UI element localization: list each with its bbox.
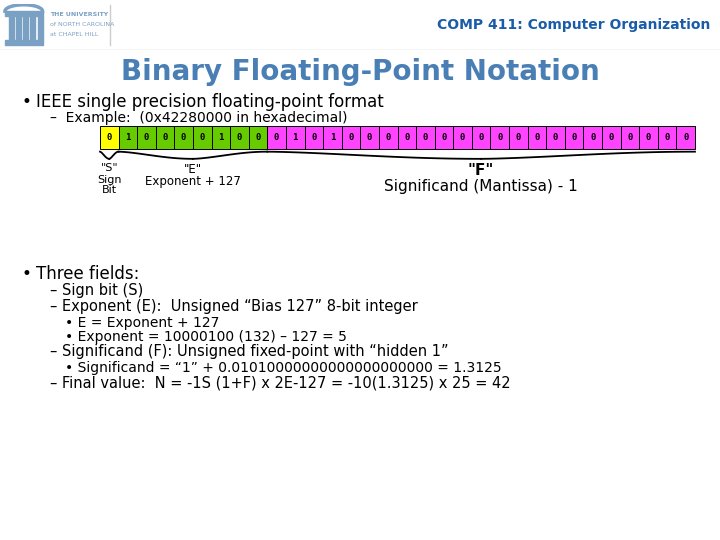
Text: – Significand (F): Unsigned fixed-point with “hidden 1”: – Significand (F): Unsigned fixed-point … (50, 345, 449, 359)
Text: •: • (22, 93, 32, 111)
Bar (360, 126, 379, 148)
Text: 0: 0 (683, 133, 688, 142)
Bar (490, 126, 509, 148)
Bar (5, 40, 42, 45)
Text: 1: 1 (125, 133, 130, 142)
Bar (156, 126, 174, 148)
Bar (565, 126, 583, 148)
Text: 0: 0 (348, 133, 354, 142)
Bar (286, 126, 305, 148)
Text: 0: 0 (311, 133, 317, 142)
Bar (119, 126, 138, 148)
Bar (17, 16, 22, 40)
Bar (30, 16, 35, 40)
Bar (305, 126, 323, 148)
Text: 0: 0 (181, 133, 186, 142)
Text: 0: 0 (163, 133, 168, 142)
Text: 1: 1 (330, 133, 335, 142)
Text: THE UNIVERSITY: THE UNIVERSITY (50, 12, 108, 17)
Text: – Sign bit (S): – Sign bit (S) (50, 283, 143, 298)
Bar (435, 126, 454, 148)
Text: 0: 0 (534, 133, 540, 142)
Text: – Exponent (E):  Unsigned “Bias 127” 8-bit integer: – Exponent (E): Unsigned “Bias 127” 8-bi… (50, 299, 418, 314)
Text: 0: 0 (441, 133, 446, 142)
Text: COMP 411: Computer Organization: COMP 411: Computer Organization (436, 18, 710, 32)
Text: 0: 0 (572, 133, 577, 142)
Bar (138, 126, 156, 148)
Text: 1: 1 (292, 133, 298, 142)
Bar (639, 126, 658, 148)
Text: 0: 0 (237, 133, 242, 142)
Text: Bit: Bit (102, 186, 117, 195)
Bar (212, 126, 230, 148)
Bar (546, 126, 565, 148)
Bar (658, 126, 676, 148)
Text: 0: 0 (404, 133, 410, 142)
Text: 0: 0 (497, 133, 503, 142)
Text: 0: 0 (423, 133, 428, 142)
Text: 0: 0 (553, 133, 558, 142)
Text: 0: 0 (256, 133, 261, 142)
Bar (676, 126, 695, 148)
Text: 0: 0 (627, 133, 633, 142)
Text: at CHAPEL HILL: at CHAPEL HILL (50, 32, 99, 37)
Text: 0: 0 (608, 133, 614, 142)
Text: 0: 0 (590, 133, 595, 142)
Text: IEEE single precision floating-point format: IEEE single precision floating-point for… (36, 93, 384, 111)
Bar (509, 126, 528, 148)
Bar (454, 126, 472, 148)
Text: 0: 0 (144, 133, 149, 142)
Bar (528, 126, 546, 148)
Text: – Final value:  N = -1S (1+F) x 2E-127 = -10(1.3125) x 25 = 42: – Final value: N = -1S (1+F) x 2E-127 = … (50, 375, 510, 390)
Bar (323, 126, 342, 148)
Text: 1: 1 (218, 133, 223, 142)
Text: 0: 0 (665, 133, 670, 142)
Text: Sign: Sign (97, 176, 122, 185)
Bar (621, 126, 639, 148)
Bar (342, 126, 360, 148)
Bar (174, 126, 193, 148)
Text: • Exponent = 10000100 (132) – 127 = 5: • Exponent = 10000100 (132) – 127 = 5 (65, 330, 347, 344)
Bar (193, 126, 212, 148)
Text: 0: 0 (274, 133, 279, 142)
Text: Binary Floating-Point Notation: Binary Floating-Point Notation (121, 58, 599, 86)
Bar (230, 126, 248, 148)
Bar (379, 126, 397, 148)
Text: Three fields:: Three fields: (36, 266, 140, 284)
Text: •: • (22, 266, 32, 284)
Bar (9, 16, 14, 40)
Bar (416, 126, 435, 148)
Bar (248, 126, 267, 148)
Bar (5, 11, 42, 16)
Text: 0: 0 (107, 133, 112, 142)
Text: • E = Exponent + 127: • E = Exponent + 127 (65, 316, 220, 329)
Text: "S": "S" (101, 163, 118, 173)
Bar (100, 126, 119, 148)
Bar (397, 126, 416, 148)
Text: • Significand = “1” + 0.01010000000000000000000 = 1.3125: • Significand = “1” + 0.0101000000000000… (65, 361, 502, 375)
Text: 0: 0 (460, 133, 465, 142)
Text: 0: 0 (516, 133, 521, 142)
Bar (602, 126, 621, 148)
Bar (583, 126, 602, 148)
Bar (472, 126, 490, 148)
Text: 0: 0 (479, 133, 484, 142)
Text: "E": "E" (184, 163, 202, 176)
Text: 0: 0 (385, 133, 391, 142)
Text: –  Example:  (0x42280000 in hexadecimal): – Example: (0x42280000 in hexadecimal) (50, 111, 348, 125)
Bar (267, 126, 286, 148)
Text: 0: 0 (646, 133, 651, 142)
Text: 0: 0 (367, 133, 372, 142)
Text: "F": "F" (468, 163, 495, 178)
Text: 0: 0 (199, 133, 205, 142)
Text: Significand (Mantissa) - 1: Significand (Mantissa) - 1 (384, 179, 578, 194)
Bar (37, 16, 42, 40)
Text: of NORTH CAROLINA: of NORTH CAROLINA (50, 22, 114, 27)
Bar (23, 16, 28, 40)
Text: Exponent + 127: Exponent + 127 (145, 176, 241, 188)
